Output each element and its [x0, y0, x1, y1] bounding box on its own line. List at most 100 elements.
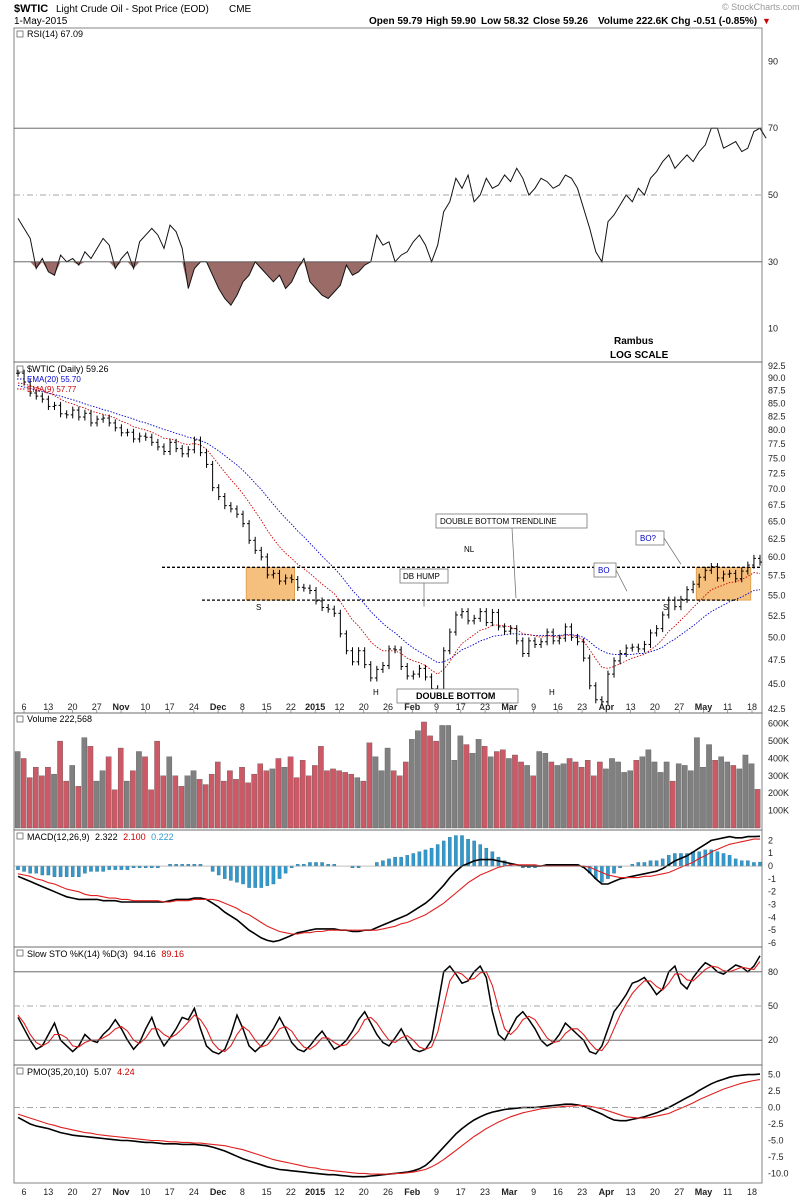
volume-bar — [718, 756, 724, 829]
bottom-x-tick-label: Feb — [404, 1187, 421, 1197]
volume-bar — [415, 730, 421, 829]
macd-hist-bar — [277, 865, 282, 879]
bottom-x-tick-label: Mar — [501, 1187, 518, 1197]
bottom-x-tick-label: 20 — [650, 1187, 660, 1197]
volume-bar — [754, 789, 761, 829]
macd-hist-bar — [691, 851, 695, 867]
sto-y-tick-2: 20 — [768, 1035, 778, 1045]
volume-bar — [184, 775, 191, 829]
rsi-line — [17, 127, 767, 307]
pmo-y-tick-4: -5.0 — [768, 1135, 784, 1145]
volume-bar — [26, 777, 33, 829]
volume-bar — [694, 737, 700, 829]
volume-bar — [572, 761, 579, 829]
annotation-head-1: H — [373, 688, 379, 697]
volume-bar — [597, 761, 603, 829]
volume-bar — [403, 761, 409, 829]
price-x-tick-label: 23 — [577, 702, 587, 712]
macd-signal-line — [17, 838, 760, 935]
volume-bar — [154, 740, 160, 829]
annotation-log-scale: LOG SCALE — [610, 350, 669, 361]
macd-hist-bar — [679, 853, 683, 867]
macd-hist-bar — [40, 865, 45, 876]
rsi-title: RSI(14) 67.09 — [27, 29, 83, 39]
volume-bar — [45, 767, 51, 829]
volume-bar — [663, 761, 670, 829]
volume-bar — [263, 770, 270, 829]
price-y-tick-12: 62.5 — [768, 534, 786, 544]
macd-hist-bar — [58, 865, 63, 877]
macd-hist-bar — [721, 853, 726, 867]
macd-hist-bar — [64, 865, 69, 877]
volume-bar — [500, 749, 506, 829]
price-x-tick-label: 17 — [456, 702, 466, 712]
macd-y-tick-4: -2 — [768, 887, 776, 897]
pmo-y-tick-6: -10.0 — [768, 1168, 789, 1178]
price-x-tick-label: 2015 — [305, 702, 325, 712]
macd-hist-bar — [223, 865, 227, 879]
volume-bar — [475, 739, 482, 829]
volume-bar — [160, 775, 166, 829]
pmo-title-line: PMO(35,20,10) 5.07 4.24 — [27, 1067, 135, 1077]
left-shoulder-box — [245, 567, 295, 601]
rsi-legend: RSI(14) 67.09 — [16, 29, 83, 39]
volume-bar — [233, 779, 239, 829]
macd-hist-bar — [52, 865, 57, 877]
price-x-tick-label: 23 — [480, 702, 490, 712]
annotation-head-2: H — [549, 688, 555, 697]
pmo-signal-line — [17, 1079, 761, 1175]
annotation-trendline-box — [435, 513, 588, 529]
price-x-tick-label: 13 — [626, 702, 636, 712]
bottom-x-tick-label: 9 — [531, 1187, 536, 1197]
bottom-x-tick-label: 13 — [626, 1187, 636, 1197]
volume-bar — [293, 777, 300, 829]
price-x-tick-label: 24 — [189, 702, 199, 712]
annotation-db-hump: DB HUMP — [403, 572, 440, 581]
macd-hist-bar — [423, 849, 428, 867]
macd-hist-bar — [314, 862, 318, 867]
close-value: Close 59.26 — [533, 16, 588, 27]
volume-bar — [20, 758, 27, 829]
macd-hist-bar — [399, 856, 403, 867]
price-x-tick-label: 10 — [140, 702, 150, 712]
volume-y-tick-2: 400K — [768, 753, 789, 763]
volume-bar — [439, 725, 445, 829]
annotation-bo-box — [593, 562, 617, 578]
sto-title-line: Slow STO %K(14) %D(3) 94.16 89.16 — [27, 949, 184, 959]
pmo-y-tick-0: 5.0 — [768, 1070, 781, 1080]
price-y-tick-18: 47.5 — [768, 655, 786, 665]
pmo-y-tick-5: -7.5 — [768, 1152, 784, 1162]
volume-bar — [318, 746, 324, 829]
volume-bar — [312, 765, 318, 829]
rsi-legend-icon — [16, 30, 24, 38]
macd-hist-bar — [265, 865, 270, 886]
rsi-y-tick-0: 90 — [768, 56, 778, 66]
volume-bar — [730, 765, 737, 829]
macd-hist-bar — [703, 849, 708, 867]
symbol: $WTIC — [14, 3, 48, 15]
panel-frames — [13, 27, 763, 1184]
macd-hist-bar — [28, 865, 32, 874]
watermark: © StockCharts.com — [722, 2, 800, 12]
pmo-value: 5.07 — [94, 1067, 112, 1077]
volume-bar — [324, 770, 330, 829]
macd-hist-bar — [648, 860, 653, 867]
macd-hist-bar — [210, 865, 215, 872]
volume-bar — [287, 756, 294, 829]
bottom-x-tick-label: 27 — [674, 1187, 684, 1197]
price-x-tick-label: 27 — [674, 702, 684, 712]
macd-signal-value: 2.100 — [123, 832, 146, 842]
macd-y-tick-2: 0 — [768, 861, 773, 871]
price-x-tick-label: 12 — [334, 702, 344, 712]
price-y-tick-8: 72.5 — [768, 468, 786, 478]
pmo-y-tick-1: 2.5 — [768, 1086, 781, 1096]
bottom-x-tick-label: 2015 — [305, 1187, 325, 1197]
high-value: High 59.90 — [426, 16, 476, 27]
macd-hist-bar — [478, 844, 482, 867]
macd-hist-bar — [484, 847, 489, 867]
price-y-tick-9: 70.0 — [768, 484, 786, 494]
volume-bar — [578, 767, 585, 829]
volume-bar — [445, 725, 452, 829]
macd-hist-bar — [387, 858, 391, 867]
